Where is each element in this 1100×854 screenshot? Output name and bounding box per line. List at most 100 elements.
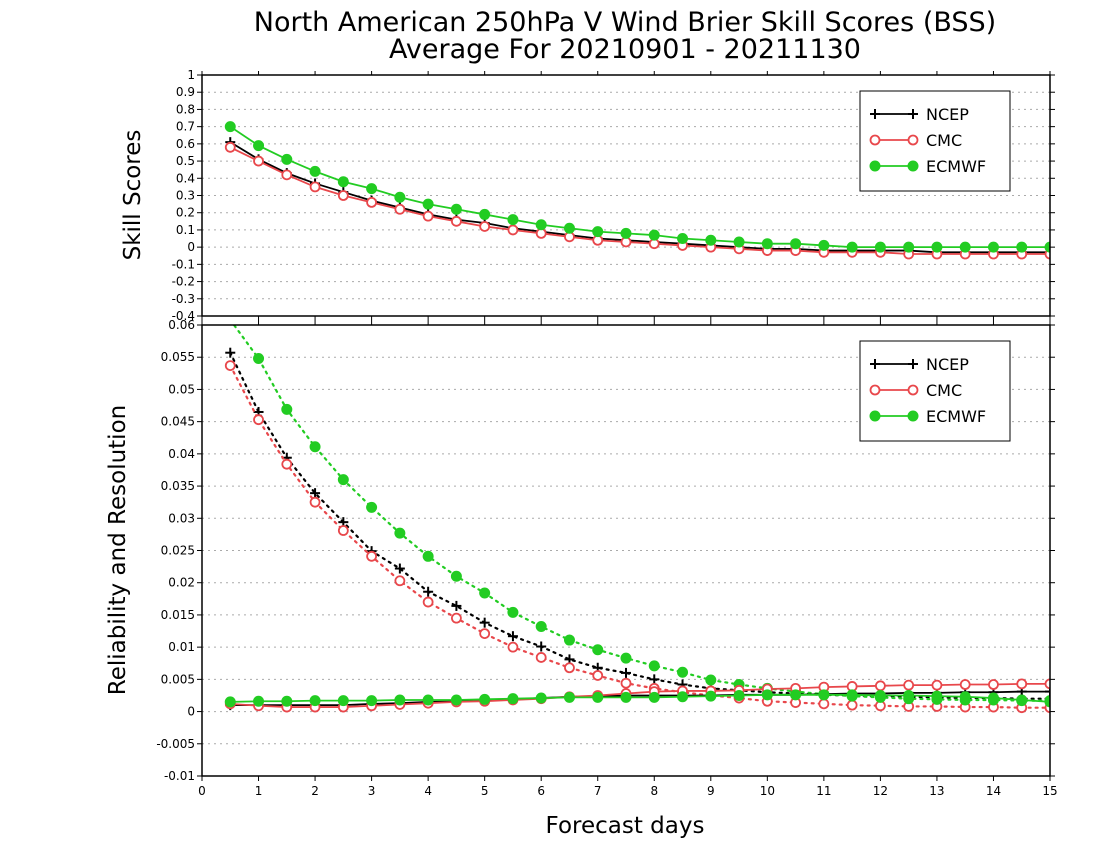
top-series-cmc-point [422,210,434,222]
top-legend-label-ecmwf: ECMWF [926,157,986,176]
top-y-axis-label: Skill Scores [120,130,146,261]
bottom-series-cmc-reliability-point [535,652,547,663]
top-series-ecmwf-point [224,121,236,133]
top-series-ecmwf-point [253,140,265,152]
chart-title-line2: Average For 20210901 - 20211130 [389,34,861,65]
top-series-cmc-point [450,215,462,227]
top-series-ecmwf-point [479,208,491,220]
bottom-series-ecmwf-reliability-point [394,527,406,539]
bottom-series-ecmwf-resolution-point [959,691,971,703]
bottom-series-ecmwf-reliability-point [677,666,689,678]
top-series-ecmwf-point [959,241,971,253]
top-legend-marker-ecmwf [869,160,881,172]
bottom-legend-box [859,340,1011,442]
bottom-series-ecmwf-reliability-point [648,660,660,672]
top-x-axis [201,71,1051,321]
bottom-series-ecmwf-resolution-point [1016,694,1028,706]
bottom-series-ecmwf-resolution-point [366,695,378,707]
bottom-series-ecmwf-resolution-point [450,694,462,706]
bottom-y-tick-label: 0.025 [161,544,195,558]
bottom-series-ecmwf-reliability-point [535,621,547,633]
x-tick-label: 6 [537,784,545,798]
bottom-y-tick-label: 0.02 [168,576,195,590]
top-y-tick-label: 0 [187,240,195,254]
bottom-legend-label-cmc: CMC [926,381,962,400]
top-series-cmc-point [507,224,519,236]
top-y-tick-label: 0.3 [176,189,195,203]
bottom-y-tick-label: -0.005 [156,737,195,751]
x-tick-label: 8 [650,784,658,798]
top-series-ecmwf-point [620,227,632,239]
bottom-series-ecmwf-reliability-point [620,652,632,664]
bottom-series-ecmwf-resolution-point [535,692,547,704]
top-series-ecmwf-point [1044,241,1050,253]
bottom-y-axis-label: Reliability and Resolution [105,405,131,695]
top-series-ecmwf-point [592,226,604,238]
bottom-y-tick-label: 0.055 [161,350,195,364]
chart-title-line1: North American 250hPa V Wind Brier Skill… [254,7,996,38]
top-y-tick-label: 0.9 [176,85,195,99]
bottom-series-ecmwf-resolution-point [818,689,830,701]
x-tick-label: 15 [1042,784,1057,798]
top-series-ecmwf-point [535,219,547,231]
top-series-cmc-point [479,221,491,232]
top-y-tick-label: 0.5 [176,154,195,168]
top-y-tick-label: 0.7 [176,120,195,134]
top-series-ecmwf-point [903,241,915,253]
bottom-series-ncep-reliability-point [451,600,462,611]
bottom-series-cmc-reliability-point [337,525,349,536]
top-series-cmc-point [337,190,349,201]
top-series-ecmwf-point [648,229,660,241]
top-legend-marker-cmc [869,134,881,146]
bottom-series-cmc-reliability-point [450,612,462,624]
top-series-cmc-point [394,203,406,215]
top-y-tick-label: 0.1 [176,223,195,237]
bottom-y-tick-label: 0.045 [161,415,195,429]
top-series-ecmwf-point [450,203,462,215]
bottom-series-ecmwf-resolution-point [507,693,519,705]
top-series-ecmwf-point [677,233,689,245]
bottom-series-cmc-reliability-point [366,550,378,562]
top-legend-marker-ecmwf [907,160,919,172]
bottom-series-cmc-reliability-point [564,662,575,674]
top-series-ecmwf-point [366,183,378,195]
bottom-series-ncep-reliability-point [536,641,547,652]
bottom-legend-marker-ncep [908,359,918,369]
bottom-series-cmc-resolution-point [903,679,915,691]
bottom-series-ecmwf-resolution-point [846,689,858,701]
bottom-series-ncep-reliability-point [310,488,321,499]
top-series-ecmwf-point [422,198,434,210]
bottom-series-ecmwf-resolution-point [592,691,604,703]
bottom-series-cmc-reliability-point [479,628,491,640]
bottom-y-tick-label: 0.03 [168,511,195,525]
bottom-legend-label-ncep: NCEP [926,355,969,374]
bottom-series-cmc-reliability-line [229,364,1050,709]
bottom-y-tick-label: 0.06 [168,318,195,332]
bottom-series-ecmwf-resolution-point [903,689,915,701]
bottom-series-ecmwf-resolution-point [224,696,236,708]
top-y-tick-label: 0.6 [176,137,195,151]
x-tick-label: 3 [368,784,376,798]
top-series-ecmwf-point [337,176,349,188]
top-series-ecmwf-markers [224,121,1050,253]
bottom-series-ncep-resolution-point [1045,686,1050,697]
top-series-ecmwf-point [394,191,406,203]
bottom-legend-marker-ecmwf [907,410,919,422]
bottom-series-ncep-reliability-point [507,631,518,642]
x-tick-label: 9 [707,784,715,798]
bottom-series-cmc-reliability-point [818,698,830,710]
bottom-frame [201,324,1051,777]
bottom-series-ecmwf-resolution-point [733,689,745,701]
bottom-series-cmc-reliability-point [422,596,434,608]
top-legend: NCEP CMC ECMWF [859,90,1011,192]
bottom-legend-marker-cmc [869,384,881,396]
x-tick-label: 5 [481,784,489,798]
bottom-series-ecmwf-reliability-point [281,403,293,415]
top-series-ecmwf-point [563,222,575,234]
bottom-series-ecmwf-resolution-point [1044,696,1050,708]
bottom-series-ecmwf-resolution-point [337,695,349,707]
bottom-y-tick-label: 0.015 [161,608,195,622]
bottom-y-tick-label: -0.01 [164,769,195,783]
bottom-series-ecmwf-reliability-point [366,501,378,513]
bottom-series-cmc-reliability-point [253,414,264,426]
